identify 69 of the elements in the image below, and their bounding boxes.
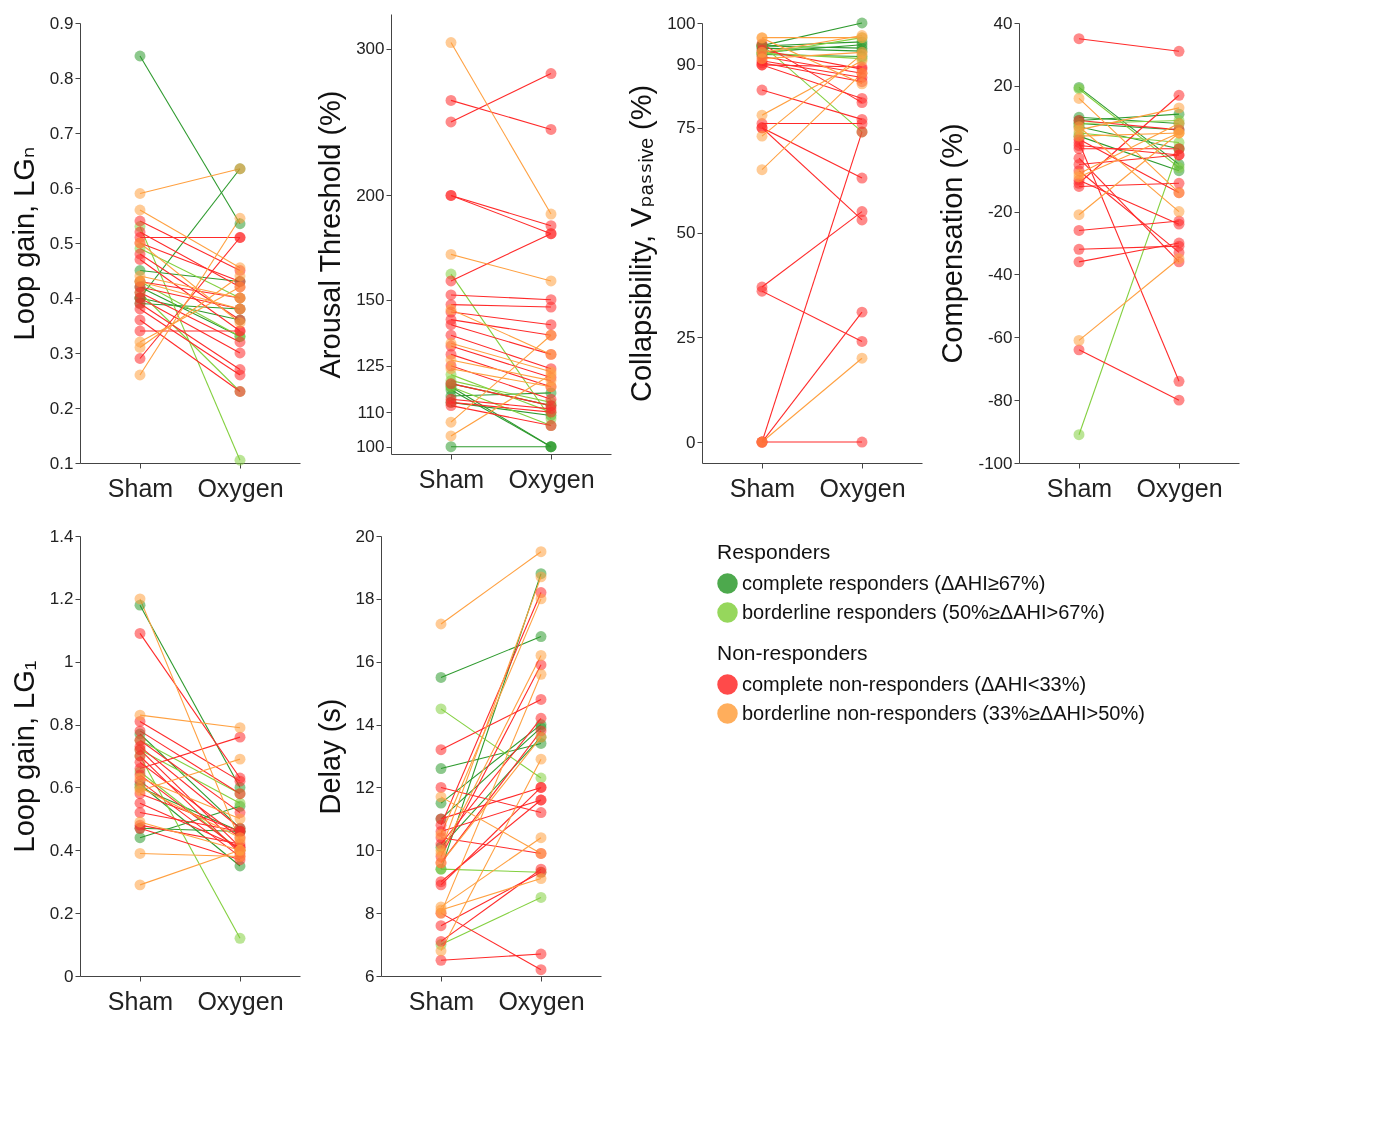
y-tick-label: 10 (355, 840, 375, 860)
y-tick-label: 1.2 (49, 589, 74, 609)
y-tick-label: 75 (676, 118, 696, 138)
y-axis-title: Delay (s) (313, 698, 346, 815)
y-tick-label: -80 (987, 390, 1013, 410)
y-tick-label: 0 (686, 432, 696, 452)
x-tick-label: Oxygen (197, 473, 284, 502)
text: Non-responders (717, 641, 868, 664)
y-tick-label: 300 (356, 39, 385, 59)
y-tick-label: 125 (356, 356, 385, 376)
y-tick-label: 200 (356, 185, 385, 205)
y-tick-label: 90 (676, 55, 696, 75)
x-tick-label: Sham (1046, 473, 1113, 502)
x-tick-label: Oxygen (498, 986, 585, 1015)
y-tick-label: 25 (676, 327, 696, 347)
y-tick-label: 110 (357, 402, 385, 422)
y-tick-label: 0.7 (49, 123, 74, 143)
y-tick-label: 12 (355, 777, 375, 797)
y-axis-title: Loop gain, LG₁ (7, 660, 40, 853)
y-tick-label: 16 (355, 652, 375, 672)
y-tick-label: 100 (356, 437, 385, 457)
x-tick-label: Oxygen (508, 464, 595, 493)
y-tick-label: 20 (993, 76, 1013, 96)
y-tick-label: 0.5 (49, 233, 74, 253)
y-tick-label: 0.2 (49, 398, 74, 418)
legend-label: complete non-responders (ΔAHI<33%) (742, 672, 1087, 695)
x-tick-label: Oxygen (1136, 473, 1223, 502)
legend-title: Responders (717, 540, 831, 563)
y-tick-label: 150 (356, 290, 385, 310)
legend-label: borderline non-responders (33%≥ΔAHI>50%) (742, 701, 1145, 724)
y-tick-label: 0.4 (49, 840, 74, 860)
y-tick-label: 0.2 (49, 903, 74, 923)
x-tick-label: Oxygen (819, 473, 906, 502)
y-tick-label: -20 (987, 202, 1013, 222)
y-tick-label: -40 (987, 264, 1013, 284)
y-tick-label: 0.4 (49, 288, 74, 308)
y-axis-title: Loop gain, LGₙ (7, 146, 40, 341)
x-tick-label: Sham (418, 464, 485, 493)
y-axis-title: Arousal Threshold (%) (314, 90, 347, 379)
x-tick-label: Sham (729, 473, 796, 502)
y-tick-label: 0.9 (49, 13, 74, 33)
y-tick-label: 50 (676, 223, 696, 243)
y-tick-label: 40 (993, 13, 1013, 33)
y-tick-label: 20 (355, 526, 375, 546)
x-tick-label: Sham (107, 473, 174, 502)
x-tick-label: Sham (107, 986, 174, 1015)
y-tick-label: 0.6 (49, 178, 74, 198)
y-tick-label: 0.6 (49, 777, 74, 797)
y-tick-label: 8 (365, 903, 375, 923)
y-tick-label: 6 (365, 966, 375, 986)
y-axis-title: Collapsibility, Vₚₐₛₛᵢᵥₑ (%) (625, 84, 658, 403)
legend-label: borderline responders (50%≥ΔAHI>67%) (742, 600, 1105, 623)
y-tick-label: 1.4 (49, 526, 74, 546)
y-axis-title: Compensation (%) (936, 123, 969, 364)
y-tick-label: 1 (64, 652, 74, 672)
x-tick-label: Sham (408, 986, 475, 1015)
y-tick-label: 0 (64, 966, 74, 986)
y-tick-label: -100 (978, 453, 1013, 473)
y-tick-label: 0.8 (49, 68, 74, 88)
x-tick-label: Oxygen (197, 986, 284, 1015)
y-tick-label: 18 (355, 589, 375, 609)
y-tick-label: 100 (667, 13, 696, 33)
y-tick-label: 0.1 (49, 453, 74, 473)
y-tick-label: 0.3 (49, 343, 74, 363)
legend-label: complete responders (ΔAHI≥67%) (742, 571, 1046, 594)
y-tick-label: -60 (987, 327, 1013, 347)
y-tick-label: 14 (355, 715, 375, 735)
y-tick-label: 0.8 (49, 715, 74, 735)
y-tick-label: 0 (1003, 139, 1013, 159)
